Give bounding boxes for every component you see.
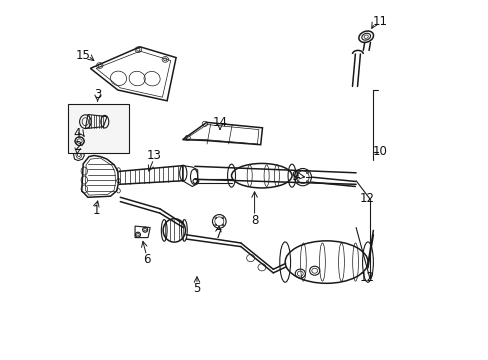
Text: 13: 13 (146, 149, 161, 162)
Text: 7: 7 (214, 228, 222, 241)
Text: 5: 5 (193, 282, 200, 294)
Text: 4: 4 (74, 127, 81, 140)
Text: 6: 6 (142, 253, 150, 266)
Text: 12: 12 (359, 271, 374, 284)
Text: 8: 8 (250, 214, 258, 227)
Text: 10: 10 (372, 145, 387, 158)
Text: 9: 9 (290, 170, 298, 183)
Text: 1: 1 (92, 204, 100, 217)
Text: 14: 14 (212, 116, 227, 129)
Text: 15: 15 (76, 49, 90, 62)
Bar (68, 104, 128, 153)
Text: 11: 11 (371, 15, 386, 28)
Text: 3: 3 (94, 88, 101, 101)
Text: 12: 12 (359, 192, 374, 204)
Text: 2: 2 (74, 140, 81, 153)
